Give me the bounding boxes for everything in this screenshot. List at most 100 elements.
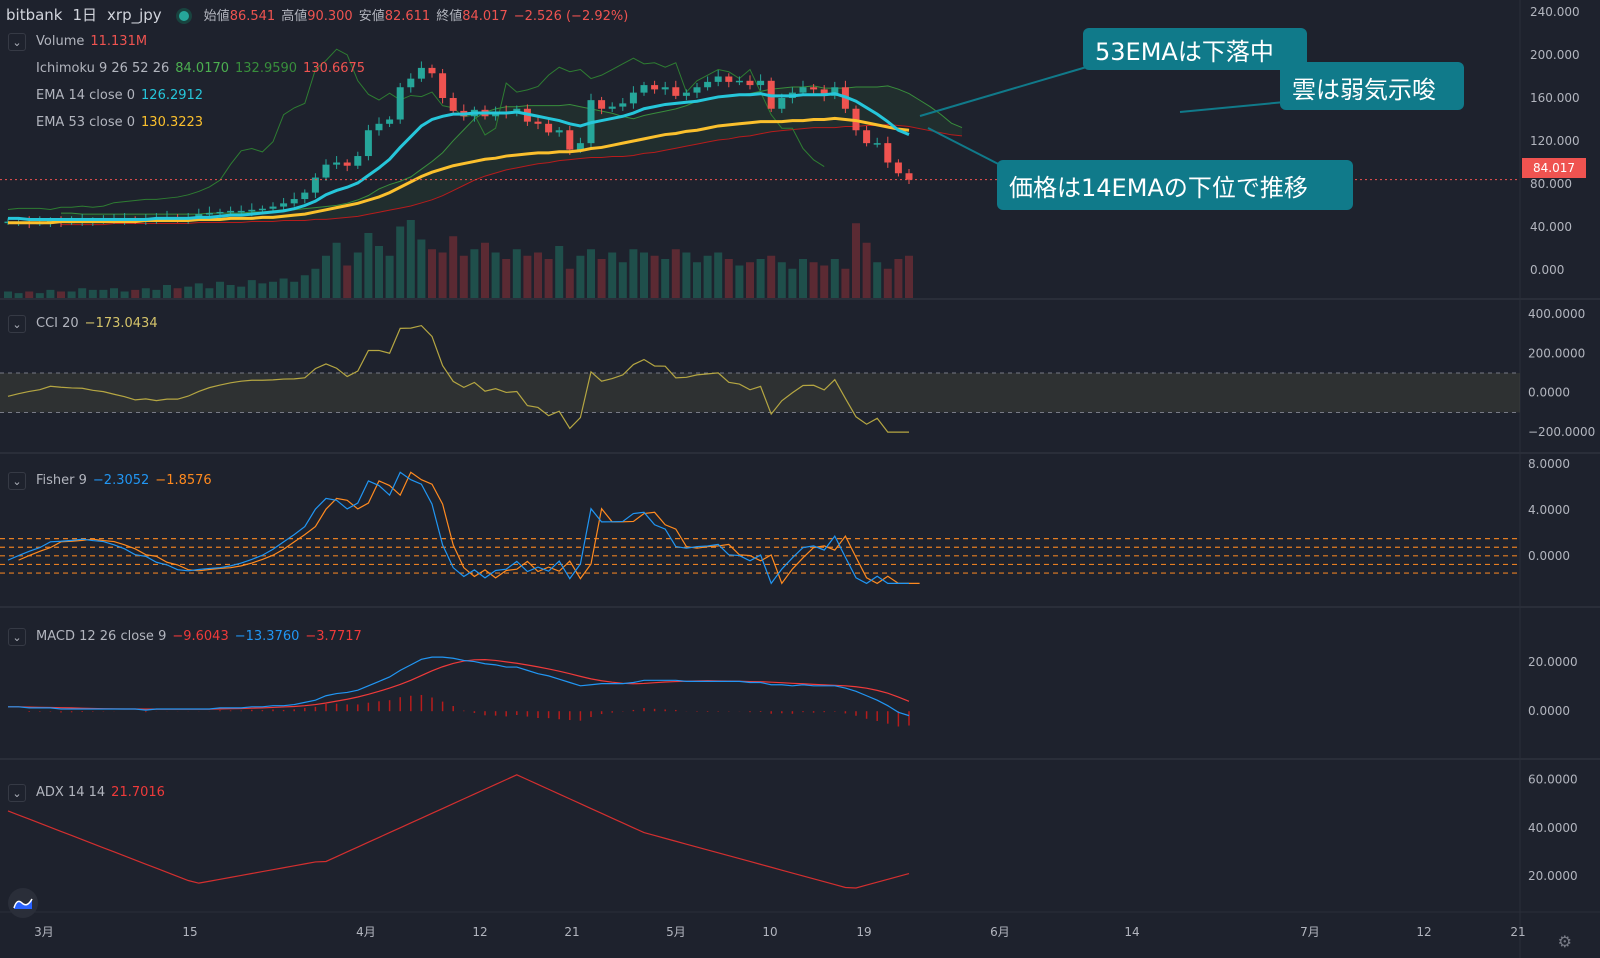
legend-volume[interactable]: Volume 11.131M bbox=[36, 34, 153, 50]
ema53-label: EMA 53 close 0 bbox=[36, 115, 136, 130]
ichimoku-label: Ichimoku 9 26 52 26 bbox=[36, 61, 170, 76]
candle-body bbox=[449, 98, 457, 111]
adx-axis-tick: 60.0000 bbox=[1528, 773, 1578, 787]
candle-body bbox=[757, 80, 765, 86]
ema53-value: 130.3223 bbox=[141, 115, 204, 130]
candle-body bbox=[311, 177, 319, 193]
time-axis-label: 12 bbox=[1416, 925, 1431, 939]
cci-collapse-chevron-icon[interactable]: ⌄ bbox=[8, 315, 26, 333]
volume-bar bbox=[279, 278, 288, 298]
candle-body bbox=[534, 121, 542, 124]
volume-bar bbox=[396, 226, 405, 298]
legend-ema14[interactable]: EMA 14 close 0 126.2912 bbox=[36, 88, 209, 104]
price-axis-tick: 40.000 bbox=[1530, 220, 1572, 234]
legend-macd[interactable]: MACD 12 26 close 9 −9.6043 −13.3760 −3.7717 bbox=[36, 629, 368, 645]
settings-gear-icon[interactable]: ⚙ bbox=[1557, 932, 1572, 951]
exchange-name[interactable]: bitbank bbox=[6, 6, 63, 24]
volume-bar bbox=[375, 246, 383, 298]
volume-bar bbox=[809, 262, 818, 298]
candle-body bbox=[407, 78, 415, 88]
volume-bar bbox=[152, 289, 161, 298]
tradingview-logo-icon[interactable] bbox=[8, 888, 38, 918]
time-axis-label: 14 bbox=[1124, 925, 1139, 939]
cci-band bbox=[0, 373, 1520, 413]
price-axis-tick: 240.000 bbox=[1530, 5, 1580, 19]
volume-bar bbox=[693, 262, 701, 298]
volume-bar bbox=[841, 268, 850, 298]
macd-value-1: −9.6043 bbox=[172, 629, 229, 644]
volume-bar bbox=[131, 289, 140, 298]
legend-adx[interactable]: ADX 14 14 21.7016 bbox=[36, 785, 171, 801]
candle-body bbox=[269, 206, 277, 209]
candle-body bbox=[810, 87, 818, 90]
candle-body bbox=[195, 214, 203, 218]
volume-bar bbox=[862, 242, 871, 298]
fisher-axis-tick: 8.0000 bbox=[1528, 457, 1570, 471]
ema53-line bbox=[8, 116, 910, 225]
time-axis-label: 5月 bbox=[666, 925, 686, 939]
symbol-name[interactable]: xrp_jpy bbox=[107, 6, 162, 24]
ema14-line bbox=[8, 92, 910, 221]
candle-body bbox=[364, 130, 372, 157]
volume-bar bbox=[216, 281, 224, 298]
fisher-label: Fisher 9 bbox=[36, 473, 87, 488]
volume-bar bbox=[364, 233, 373, 298]
candle-body bbox=[396, 87, 404, 120]
low-value: 82.611 bbox=[384, 9, 431, 24]
volume-bar bbox=[406, 220, 415, 298]
volume-bar bbox=[99, 289, 108, 298]
market-status-icon bbox=[175, 7, 192, 24]
volume-bar bbox=[735, 265, 744, 298]
legend-fisher[interactable]: Fisher 9 −2.3052 −1.8576 bbox=[36, 473, 218, 489]
price-axis-tick: 200.000 bbox=[1530, 48, 1580, 62]
macd-collapse-chevron-icon[interactable]: ⌄ bbox=[8, 628, 26, 646]
time-axis-label: 15 bbox=[182, 925, 197, 939]
volume-bar bbox=[746, 262, 754, 298]
adx-label: ADX 14 14 bbox=[36, 785, 106, 800]
candle-body bbox=[428, 67, 436, 74]
fisher-line bbox=[7, 471, 909, 585]
candle-body bbox=[375, 123, 383, 131]
low-label: 安値 bbox=[358, 9, 385, 24]
macd-value-2: −13.3760 bbox=[234, 629, 300, 644]
candle-body bbox=[714, 76, 722, 82]
interval[interactable]: 1日 bbox=[72, 6, 98, 24]
ichimoku-value-2: 132.9590 bbox=[235, 61, 298, 76]
price-axis-tick: 160.000 bbox=[1530, 91, 1580, 105]
volume-bar bbox=[883, 268, 892, 298]
candle-body bbox=[545, 123, 553, 133]
cci-axis-tick: −200.0000 bbox=[1528, 425, 1595, 439]
candle-body bbox=[873, 143, 881, 145]
volume-bar bbox=[322, 255, 330, 298]
candle-body bbox=[640, 85, 648, 93]
volume-bar bbox=[587, 249, 595, 298]
volume-bar bbox=[57, 291, 65, 298]
adx-collapse-chevron-icon[interactable]: ⌄ bbox=[8, 784, 26, 802]
candle-body bbox=[693, 87, 701, 93]
adx-line bbox=[7, 774, 910, 889]
volume-bar bbox=[110, 288, 118, 298]
volume-bar bbox=[481, 242, 489, 298]
time-axis-label: 4月 bbox=[356, 925, 376, 939]
legend-ichimoku[interactable]: Ichimoku 9 26 52 26 84.0170 132.9590 130.66… bbox=[36, 61, 371, 77]
legend-cci[interactable]: CCI 20 −173.0434 bbox=[36, 316, 164, 332]
volume-bar bbox=[788, 268, 797, 298]
candle-body bbox=[205, 213, 213, 215]
candle-body bbox=[799, 87, 807, 93]
candle-body bbox=[831, 87, 839, 96]
macd-line bbox=[8, 656, 910, 717]
candle-body bbox=[820, 89, 828, 96]
collapse-legend-chevron-icon[interactable]: ⌄ bbox=[8, 33, 26, 51]
open-value: 86.541 bbox=[229, 9, 276, 24]
fisher-collapse-chevron-icon[interactable]: ⌄ bbox=[8, 472, 26, 490]
legend-ema53[interactable]: EMA 53 close 0 130.3223 bbox=[36, 115, 209, 131]
cci-label: CCI 20 bbox=[36, 316, 79, 331]
candle-body bbox=[725, 76, 733, 82]
time-axis-label: 10 bbox=[762, 925, 777, 939]
time-axis-label: 12 bbox=[472, 925, 487, 939]
candle-body bbox=[333, 162, 341, 165]
volume-bar bbox=[703, 255, 712, 298]
volume-bar bbox=[565, 268, 574, 298]
